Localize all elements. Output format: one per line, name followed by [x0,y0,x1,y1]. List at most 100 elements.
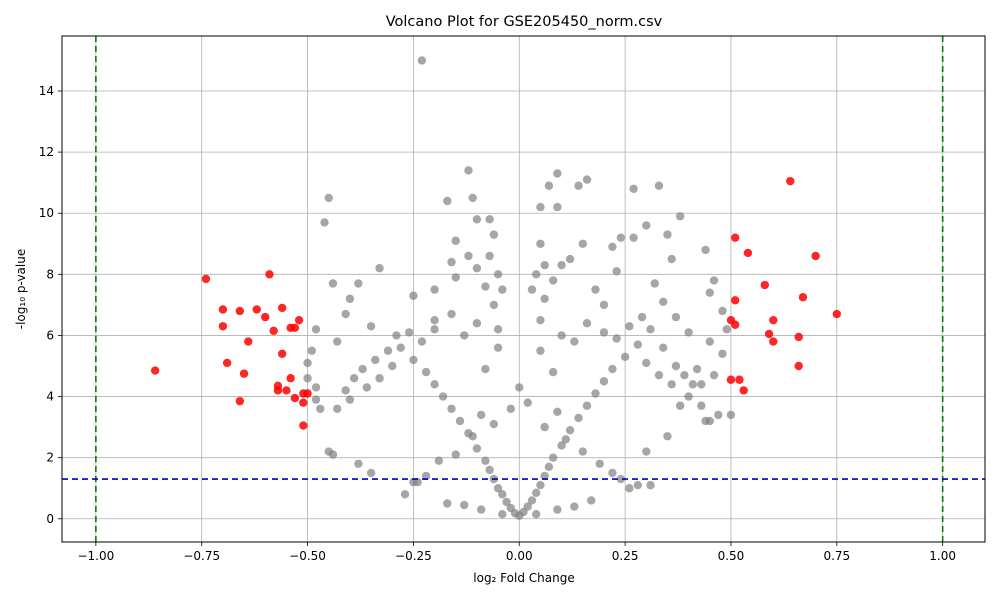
significant-point [273,381,283,391]
significant-point [235,396,245,406]
not-significant-point [328,279,338,288]
not-significant-point [536,239,545,248]
not-significant-point [354,279,363,288]
not-significant-point [523,398,532,407]
not-significant-point [599,328,609,337]
threshold-lines [62,36,985,542]
y-tick-label: 2 [46,451,54,465]
significant-point [201,274,211,284]
not-significant-point [701,245,710,255]
not-significant-point [608,242,617,252]
not-significant-point [540,422,549,432]
significant-point [294,315,304,325]
not-significant-point [536,480,545,490]
significant-point [811,251,820,261]
not-significant-point [472,264,482,273]
not-significant-point [333,404,342,413]
not-significant-point [642,447,651,456]
significant-point [222,358,232,368]
not-significant-point [375,374,384,383]
not-significant-point [489,230,499,239]
significant-point [150,366,160,375]
not-significant-point [642,358,651,368]
significant-point [303,389,312,398]
not-significant-point [675,212,685,221]
not-significant-point [625,322,634,331]
not-significant-point [341,309,350,319]
not-significant-point [671,361,681,371]
not-significant-point [383,346,393,355]
not-significant-point [675,401,685,410]
not-significant-point [447,309,456,319]
not-significant-point [481,456,490,465]
not-significant-point [553,202,562,212]
not-significant-point [532,509,541,519]
x-tick-label: 0.75 [823,549,850,563]
not-significant-point [548,367,558,377]
significant-point [832,309,842,319]
not-significant-point [667,254,676,264]
y-tick-label: 0 [46,512,54,526]
significant-point [794,361,803,371]
y-tick-label: 6 [46,328,54,342]
not-significant-point [324,193,333,203]
significant-point [261,312,270,322]
x-tick-label: −0.25 [395,549,432,563]
not-significant-point [434,456,444,465]
not-significant-point [349,374,359,383]
significant-point [218,322,228,331]
not-significant-point [561,435,571,444]
not-significant-point [400,490,410,499]
x-tick-label: −1.00 [77,549,114,563]
not-significant-point [417,56,427,65]
not-significant-point [493,270,503,279]
x-tick-label: 0.00 [506,549,533,563]
not-significant-point [328,450,338,459]
not-significant-point [430,325,439,334]
not-significant-point [570,337,579,346]
not-significant-point [532,488,541,498]
not-significant-point [659,343,668,352]
significant-point [290,323,300,333]
not-significant-point [697,401,706,410]
not-significant-point [705,288,714,297]
significant-point [794,332,803,342]
not-significant-point [345,395,355,404]
not-significant-point [536,315,545,325]
not-significant-point [633,480,643,490]
not-significant-point [443,196,452,206]
not-significant-point [709,276,719,285]
significant-point [252,305,261,314]
not-significant-point [663,432,672,441]
not-significant-point [544,462,554,472]
not-significant-point [582,175,592,184]
not-significant-point [616,233,626,242]
not-significant-point [430,315,439,325]
not-significant-point [684,392,693,401]
not-significant-point [654,370,664,380]
not-significant-point [303,358,312,368]
not-significant-point [493,325,503,334]
y-tick-label: 14 [39,84,54,98]
not-significant-point [404,328,414,337]
significant-point [277,303,287,313]
not-significant-point [587,496,596,505]
not-significant-point [515,383,524,392]
not-significant-point [366,468,376,478]
not-significant-point [608,364,617,374]
not-significant-point [684,328,693,337]
not-significant-point [451,450,460,459]
not-significant-point [565,425,575,435]
not-significant-point [481,364,490,374]
not-significant-point [523,502,532,511]
not-significant-point [506,503,515,513]
not-significant-point [591,389,600,398]
significant-point [769,337,778,346]
y-axis-label: -log₁₀ p-value [14,249,28,329]
significant-points [150,176,842,430]
not-significant-point [726,410,736,420]
not-significant-point [659,297,668,307]
not-significant-point [333,337,342,346]
not-significant-point [366,322,376,331]
not-significant-point [629,184,638,193]
